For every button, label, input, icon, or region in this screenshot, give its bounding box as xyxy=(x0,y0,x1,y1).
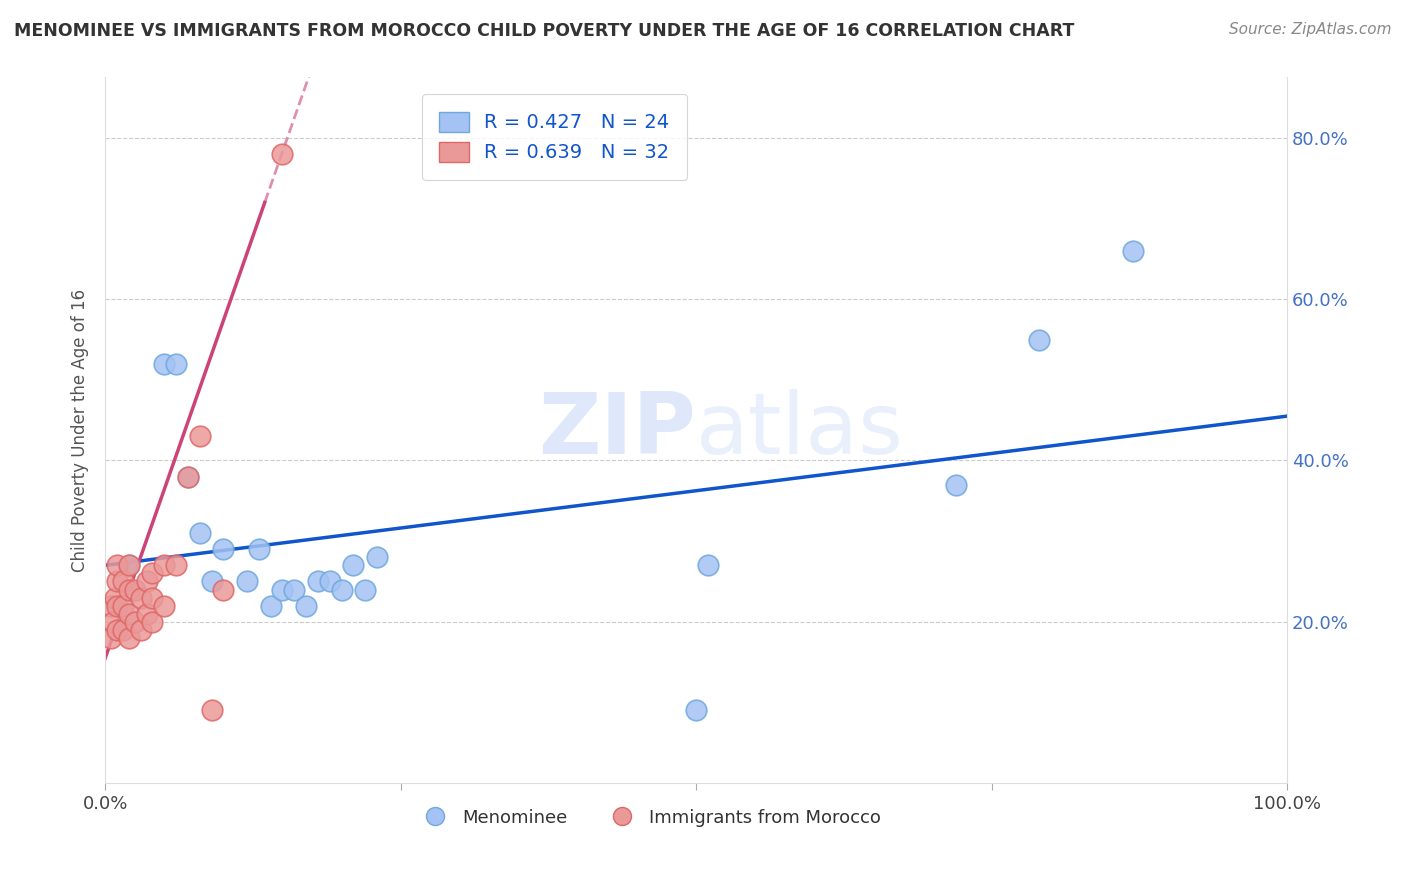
Point xyxy=(200,703,222,717)
Point xyxy=(135,574,157,589)
Point xyxy=(177,469,200,483)
Point xyxy=(271,147,294,161)
Text: Source: ZipAtlas.com: Source: ZipAtlas.com xyxy=(1229,22,1392,37)
Y-axis label: Child Poverty Under the Age of 16: Child Poverty Under the Age of 16 xyxy=(72,289,89,572)
Point xyxy=(100,599,122,613)
Point xyxy=(104,591,127,605)
Point xyxy=(283,582,305,597)
Point xyxy=(945,477,967,491)
Legend: Menominee, Immigrants from Morocco: Menominee, Immigrants from Morocco xyxy=(411,802,887,834)
Text: atlas: atlas xyxy=(696,389,904,472)
Point xyxy=(271,582,294,597)
Point xyxy=(141,566,163,581)
Point xyxy=(118,582,141,597)
Point xyxy=(153,357,176,371)
Point xyxy=(188,526,211,541)
Point xyxy=(105,599,128,613)
Point xyxy=(307,574,329,589)
Point xyxy=(141,591,163,605)
Point xyxy=(685,703,707,717)
Point xyxy=(105,623,128,637)
Point xyxy=(342,558,364,573)
Point xyxy=(105,574,128,589)
Point xyxy=(366,550,388,565)
Point xyxy=(135,607,157,621)
Point xyxy=(118,607,141,621)
Point xyxy=(260,599,283,613)
Point xyxy=(111,574,134,589)
Point xyxy=(1028,333,1050,347)
Point xyxy=(103,615,125,629)
Point xyxy=(177,469,200,483)
Point xyxy=(118,631,141,645)
Point xyxy=(100,631,122,645)
Point xyxy=(165,357,187,371)
Point xyxy=(697,558,720,573)
Point xyxy=(236,574,259,589)
Point xyxy=(200,574,222,589)
Point xyxy=(118,558,141,573)
Point xyxy=(319,574,342,589)
Point xyxy=(141,615,163,629)
Point xyxy=(1122,244,1144,258)
Point xyxy=(124,582,146,597)
Text: MENOMINEE VS IMMIGRANTS FROM MOROCCO CHILD POVERTY UNDER THE AGE OF 16 CORRELATI: MENOMINEE VS IMMIGRANTS FROM MOROCCO CHI… xyxy=(14,22,1074,40)
Point xyxy=(153,558,176,573)
Point xyxy=(212,542,235,557)
Point xyxy=(295,599,318,613)
Point xyxy=(354,582,377,597)
Point xyxy=(212,582,235,597)
Point xyxy=(118,558,141,573)
Point xyxy=(165,558,187,573)
Point xyxy=(111,599,134,613)
Point xyxy=(124,615,146,629)
Point xyxy=(188,429,211,443)
Point xyxy=(105,558,128,573)
Point xyxy=(129,623,152,637)
Point xyxy=(111,623,134,637)
Point xyxy=(129,591,152,605)
Text: ZIP: ZIP xyxy=(538,389,696,472)
Point xyxy=(247,542,270,557)
Point xyxy=(153,599,176,613)
Point xyxy=(330,582,353,597)
